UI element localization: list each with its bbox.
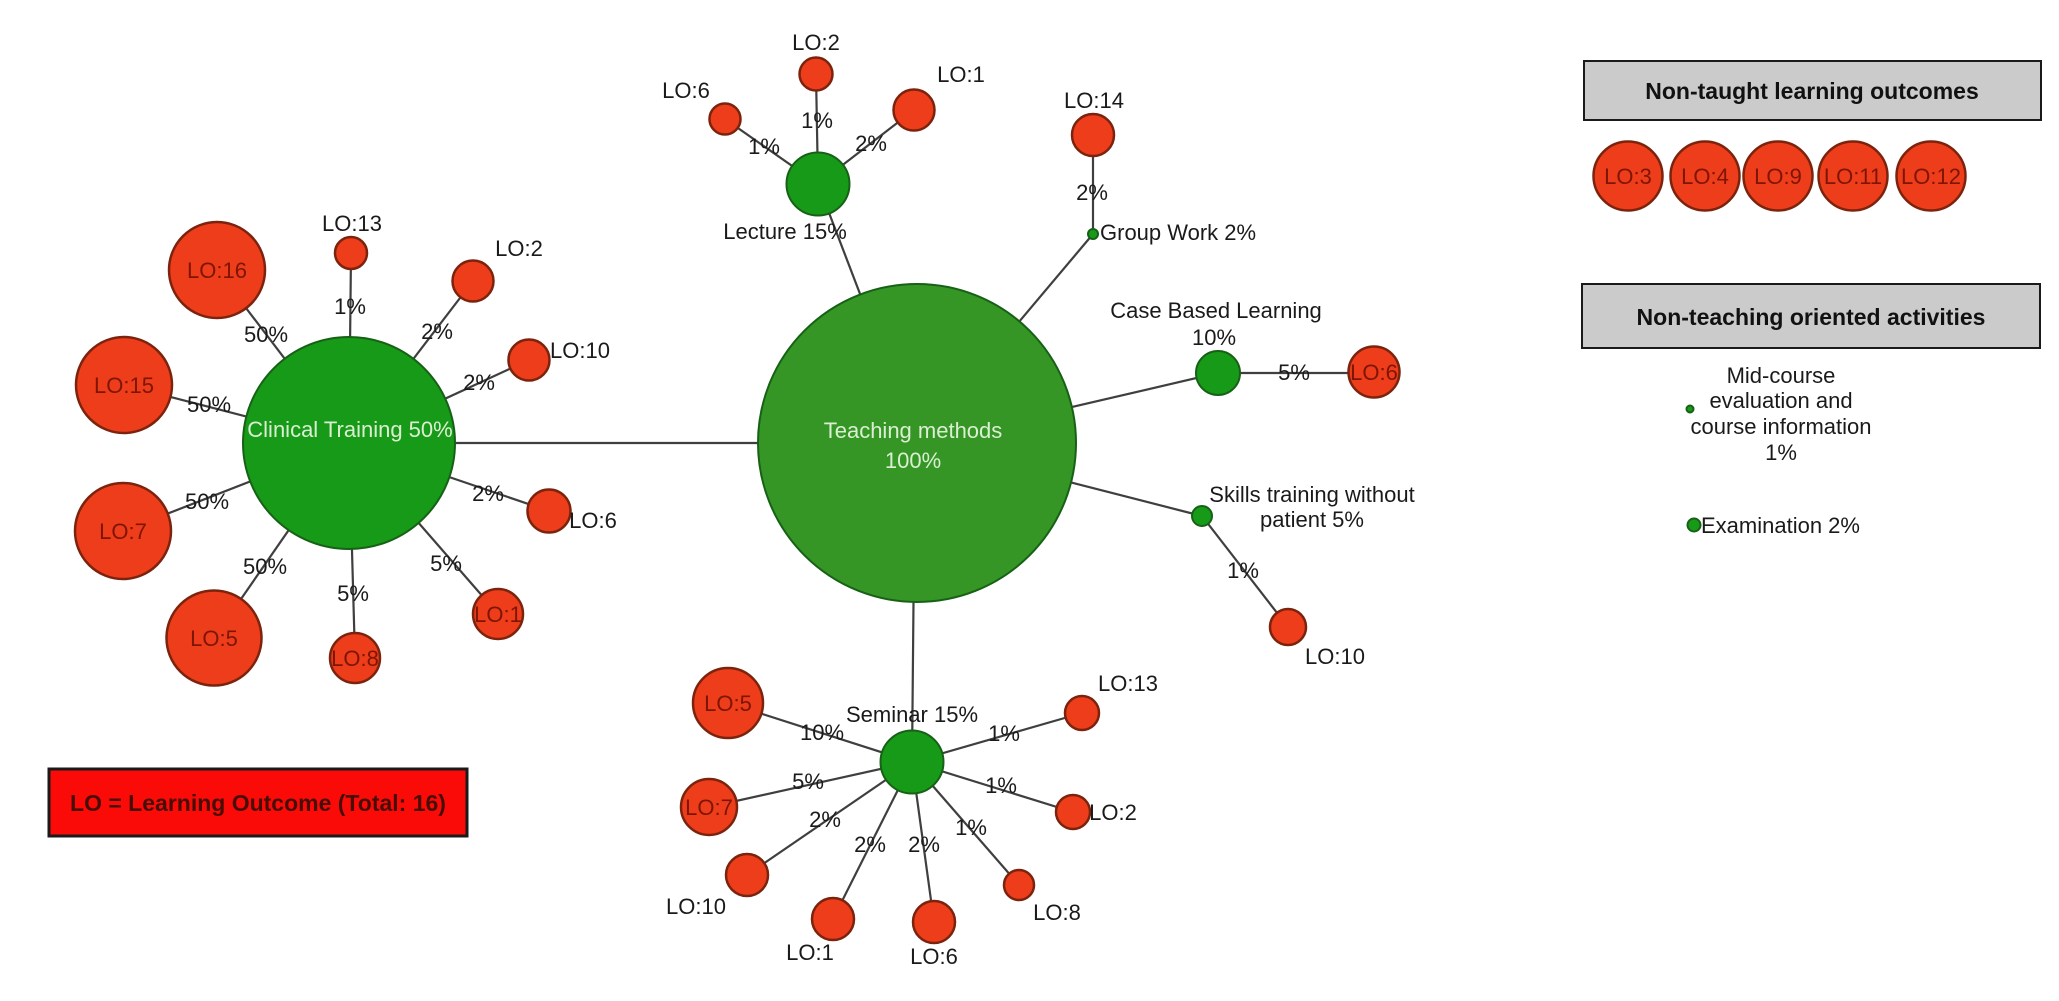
svg-text:LO:15: LO:15: [94, 373, 154, 398]
svg-text:LO:1: LO:1: [786, 940, 834, 965]
svg-text:LO:16: LO:16: [187, 258, 247, 283]
svg-text:2%: 2%: [1076, 180, 1108, 205]
svg-text:patient 5%: patient 5%: [1260, 507, 1364, 532]
svg-text:2%: 2%: [472, 481, 504, 506]
svg-text:LO:10: LO:10: [666, 894, 726, 919]
svg-text:LO:2: LO:2: [495, 236, 543, 261]
svg-text:2%: 2%: [854, 832, 886, 857]
svg-text:50%: 50%: [187, 392, 231, 417]
svg-text:Skills training without: Skills training without: [1209, 482, 1414, 507]
svg-text:1%: 1%: [748, 134, 780, 159]
svg-text:Examination 2%: Examination 2%: [1701, 513, 1860, 538]
svg-text:50%: 50%: [243, 554, 287, 579]
svg-text:Seminar 15%: Seminar 15%: [846, 702, 978, 727]
svg-text:Non-teaching oriented activiti: Non-teaching oriented activities: [1637, 304, 1986, 330]
svg-text:Group Work 2%: Group Work 2%: [1100, 220, 1256, 245]
svg-text:100%: 100%: [885, 448, 941, 473]
svg-text:Clinical Training 50%: Clinical Training 50%: [247, 417, 452, 442]
svg-text:LO:5: LO:5: [190, 626, 238, 651]
svg-text:2%: 2%: [855, 131, 887, 156]
svg-text:10%: 10%: [1192, 325, 1236, 350]
svg-text:LO:6: LO:6: [662, 78, 710, 103]
svg-text:LO:10: LO:10: [550, 338, 610, 363]
svg-text:Case Based Learning: Case Based Learning: [1110, 298, 1322, 323]
svg-text:LO:13: LO:13: [322, 211, 382, 236]
svg-text:Teaching methods: Teaching methods: [824, 418, 1003, 443]
svg-text:LO:14: LO:14: [1064, 88, 1124, 113]
svg-text:50%: 50%: [244, 322, 288, 347]
svg-text:5%: 5%: [1278, 360, 1310, 385]
svg-text:1%: 1%: [985, 773, 1017, 798]
svg-text:Lecture 15%: Lecture 15%: [723, 219, 847, 244]
svg-text:10%: 10%: [800, 720, 844, 745]
svg-text:Mid-course: Mid-course: [1727, 363, 1836, 388]
svg-text:2%: 2%: [421, 319, 453, 344]
svg-text:1%: 1%: [955, 815, 987, 840]
svg-text:LO:2: LO:2: [792, 30, 840, 55]
svg-text:LO:6: LO:6: [1350, 360, 1398, 385]
svg-text:LO:2: LO:2: [1089, 800, 1137, 825]
svg-text:LO:4: LO:4: [1681, 164, 1729, 189]
svg-text:LO:6: LO:6: [569, 508, 617, 533]
svg-text:5%: 5%: [337, 581, 369, 606]
svg-text:2%: 2%: [463, 370, 495, 395]
svg-text:LO:6: LO:6: [910, 944, 958, 969]
svg-text:1%: 1%: [1765, 440, 1797, 465]
svg-text:course information: course information: [1691, 414, 1872, 439]
svg-text:LO:1: LO:1: [937, 62, 985, 87]
svg-text:5%: 5%: [792, 769, 824, 794]
svg-text:50%: 50%: [185, 489, 229, 514]
svg-text:1%: 1%: [1227, 558, 1259, 583]
svg-text:1%: 1%: [334, 294, 366, 319]
svg-text:LO:1: LO:1: [474, 602, 522, 627]
svg-text:LO:5: LO:5: [704, 691, 752, 716]
svg-text:LO:13: LO:13: [1098, 671, 1158, 696]
svg-text:Non-taught learning outcomes: Non-taught learning outcomes: [1645, 78, 1979, 104]
svg-text:2%: 2%: [809, 807, 841, 832]
svg-text:LO = Learning Outcome (Total:: LO = Learning Outcome (Total: 16): [70, 790, 446, 816]
svg-text:LO:7: LO:7: [685, 795, 733, 820]
svg-text:LO:3: LO:3: [1604, 164, 1652, 189]
svg-text:evaluation and: evaluation and: [1709, 388, 1852, 413]
svg-text:1%: 1%: [801, 108, 833, 133]
svg-text:LO:9: LO:9: [1754, 164, 1802, 189]
svg-text:LO:11: LO:11: [1824, 164, 1882, 189]
svg-text:5%: 5%: [430, 551, 462, 576]
svg-text:LO:12: LO:12: [1901, 164, 1961, 189]
svg-text:LO:8: LO:8: [331, 646, 379, 671]
svg-text:2%: 2%: [908, 832, 940, 857]
svg-text:LO:8: LO:8: [1033, 900, 1081, 925]
svg-text:LO:7: LO:7: [99, 519, 147, 544]
svg-text:LO:10: LO:10: [1305, 644, 1365, 669]
svg-text:1%: 1%: [988, 721, 1020, 746]
